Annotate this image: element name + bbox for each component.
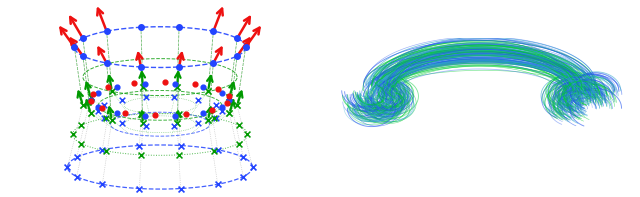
Point	[129, 81, 140, 85]
Point	[93, 92, 104, 95]
Point	[116, 121, 127, 125]
Point	[107, 118, 117, 121]
Point	[138, 122, 148, 125]
Point	[112, 86, 122, 89]
Point	[138, 86, 148, 89]
Point	[85, 112, 95, 115]
Point	[225, 94, 235, 98]
Point	[134, 144, 145, 147]
Point	[222, 102, 232, 105]
Point	[136, 112, 146, 116]
Point	[77, 54, 88, 58]
Point	[198, 111, 208, 114]
Point	[97, 106, 107, 110]
Point	[234, 124, 244, 127]
Point	[208, 30, 218, 33]
Point	[170, 83, 180, 86]
Point	[234, 142, 244, 145]
Point	[216, 110, 227, 113]
Point	[225, 96, 235, 99]
Point	[112, 111, 122, 114]
Point	[136, 153, 146, 156]
Point	[168, 124, 179, 127]
Point	[141, 124, 152, 127]
Point	[190, 82, 200, 85]
Point	[172, 122, 182, 125]
Point	[203, 89, 213, 92]
Point	[216, 92, 227, 95]
Point	[216, 106, 227, 109]
Point	[67, 133, 77, 136]
Point	[208, 61, 218, 65]
Point	[72, 175, 82, 178]
Point	[134, 187, 145, 190]
Point	[174, 65, 184, 69]
Point	[248, 165, 258, 169]
Point	[77, 37, 88, 40]
Point	[85, 99, 95, 103]
Point	[232, 54, 243, 58]
Point	[211, 116, 221, 119]
Point	[141, 95, 152, 98]
Point	[76, 124, 86, 127]
Point	[86, 99, 97, 102]
Point	[175, 187, 186, 190]
Point	[93, 106, 104, 109]
Point	[172, 86, 182, 89]
Point	[232, 37, 243, 40]
Point	[168, 95, 179, 98]
Point	[193, 121, 204, 125]
Point	[213, 87, 223, 91]
Point	[88, 92, 98, 95]
Point	[97, 148, 108, 151]
Point	[93, 110, 104, 113]
Point	[212, 148, 223, 151]
Point	[170, 114, 180, 118]
Point	[174, 153, 184, 156]
Point	[174, 26, 184, 29]
Point	[72, 156, 82, 159]
Point	[102, 61, 112, 65]
Point	[104, 85, 114, 89]
Point	[193, 98, 204, 101]
Point	[102, 30, 112, 33]
Point	[99, 103, 109, 106]
Point	[238, 156, 248, 159]
Point	[150, 114, 160, 117]
Point	[211, 103, 221, 106]
Point	[78, 104, 88, 107]
Point	[232, 104, 242, 107]
Point	[99, 116, 109, 119]
Point	[107, 89, 117, 92]
Point	[116, 98, 127, 101]
Point	[198, 86, 208, 89]
Point	[174, 112, 184, 116]
Point	[136, 65, 146, 69]
Point	[140, 114, 150, 118]
Point	[160, 80, 170, 83]
Point	[100, 149, 111, 152]
Point	[203, 118, 213, 121]
Point	[62, 165, 72, 169]
Point	[69, 46, 79, 49]
Point	[209, 117, 220, 120]
Point	[85, 96, 95, 99]
Point	[243, 133, 253, 136]
Point	[140, 83, 150, 86]
Point	[241, 46, 251, 49]
Point	[97, 183, 108, 186]
Point	[223, 99, 234, 102]
Point	[136, 26, 146, 29]
Point	[175, 144, 186, 147]
Point	[76, 142, 86, 145]
Point	[180, 112, 191, 116]
Point	[206, 108, 216, 112]
Point	[225, 112, 235, 115]
Point	[209, 149, 220, 152]
Point	[100, 117, 111, 120]
Point	[212, 183, 223, 186]
Point	[238, 175, 248, 178]
Point	[120, 112, 130, 115]
